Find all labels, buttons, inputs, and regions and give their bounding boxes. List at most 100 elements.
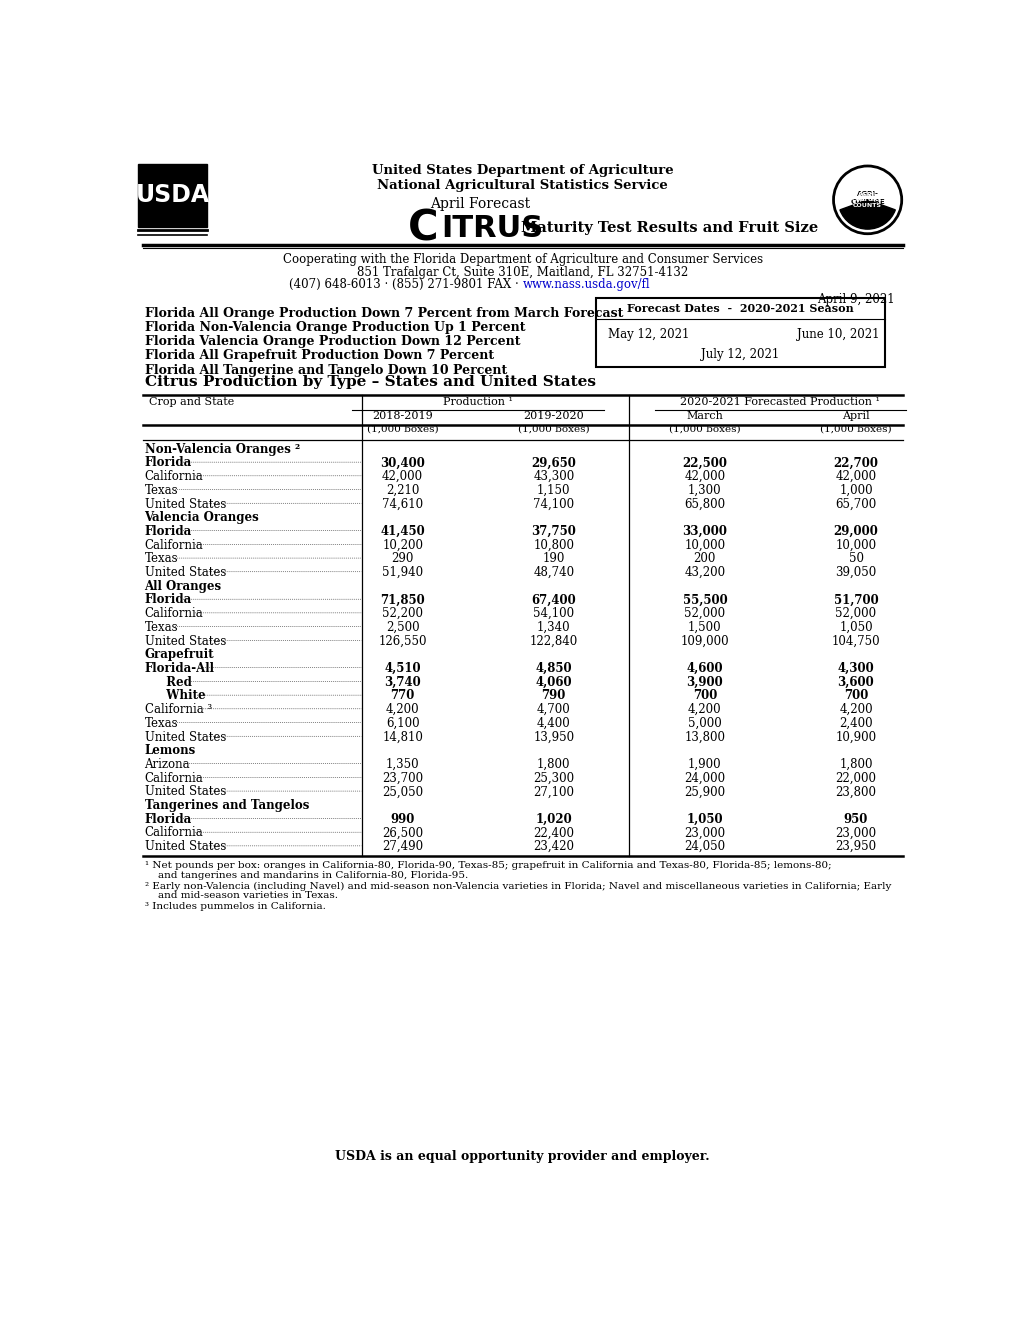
Text: (1,000 boxes): (1,000 boxes) <box>819 425 891 434</box>
Text: April: April <box>842 410 869 421</box>
Text: 10,900: 10,900 <box>835 731 875 744</box>
Text: Non-Valencia Oranges ²: Non-Valencia Oranges ² <box>145 443 300 455</box>
Text: 27,490: 27,490 <box>382 840 423 853</box>
Text: 4,200: 4,200 <box>385 703 419 716</box>
Text: 4,200: 4,200 <box>839 703 872 716</box>
Text: 23,950: 23,950 <box>835 840 875 853</box>
Text: 4,700: 4,700 <box>536 703 570 716</box>
Text: 74,100: 74,100 <box>533 497 574 510</box>
Text: 29,650: 29,650 <box>531 456 576 470</box>
Text: USDA: USDA <box>136 183 210 207</box>
Text: United States: United States <box>145 840 225 853</box>
Text: 29,000: 29,000 <box>833 525 877 538</box>
Bar <box>138 164 207 227</box>
Text: 67,400: 67,400 <box>531 594 576 607</box>
Text: Lemons: Lemons <box>145 744 196 757</box>
Text: COUNTS: COUNTS <box>851 207 883 212</box>
Text: 2020-2021 Forecasted Production ¹: 2020-2021 Forecasted Production ¹ <box>680 397 879 408</box>
Text: Florida: Florida <box>145 813 192 826</box>
Text: 10,200: 10,200 <box>382 538 423 551</box>
Text: Florida Valencia Orange Production Down 12 Percent: Florida Valencia Orange Production Down … <box>145 335 520 348</box>
Text: 5,000: 5,000 <box>688 716 721 729</box>
Text: Texas: Texas <box>145 484 178 497</box>
Text: 1,500: 1,500 <box>688 621 721 634</box>
Text: 71,850: 71,850 <box>380 594 425 607</box>
Text: 23,800: 23,800 <box>835 785 875 798</box>
Text: 23,000: 23,000 <box>835 827 875 839</box>
Text: United States: United States <box>145 785 225 798</box>
Text: 25,050: 25,050 <box>382 785 423 798</box>
Text: Florida: Florida <box>145 594 192 607</box>
Text: ³ Includes pummelos in California.: ³ Includes pummelos in California. <box>145 902 325 911</box>
Text: 3,900: 3,900 <box>686 675 722 689</box>
Text: 1,900: 1,900 <box>688 758 721 770</box>
Text: United States: United States <box>145 497 225 510</box>
Text: 22,500: 22,500 <box>682 456 727 470</box>
Text: 22,400: 22,400 <box>533 827 574 839</box>
Text: 13,950: 13,950 <box>533 731 574 744</box>
Text: 4,850: 4,850 <box>535 662 572 675</box>
Text: March: March <box>686 410 722 421</box>
Text: 43,300: 43,300 <box>533 470 574 483</box>
Text: 4,400: 4,400 <box>536 716 570 729</box>
Text: 39,050: 39,050 <box>835 566 875 579</box>
Text: 1,050: 1,050 <box>839 621 872 634</box>
Text: 33,000: 33,000 <box>682 525 727 538</box>
Text: Florida: Florida <box>145 456 192 470</box>
Text: Texas: Texas <box>145 716 178 729</box>
Text: 4,060: 4,060 <box>535 675 572 689</box>
Text: United States: United States <box>145 566 225 579</box>
Text: California: California <box>145 470 203 483</box>
Text: Florida-All: Florida-All <box>145 662 214 675</box>
Text: 1,800: 1,800 <box>536 758 570 770</box>
Text: California ³: California ³ <box>145 703 212 716</box>
Text: 42,000: 42,000 <box>835 470 875 483</box>
Text: 48,740: 48,740 <box>533 566 574 579</box>
Wedge shape <box>839 200 895 230</box>
Text: June 10, 2021: June 10, 2021 <box>796 328 878 342</box>
Text: ITRUS: ITRUS <box>441 214 543 243</box>
Text: Crop and State: Crop and State <box>149 397 234 408</box>
Text: 190: 190 <box>542 553 565 566</box>
Text: 2,500: 2,500 <box>385 621 419 634</box>
Text: Arizona: Arizona <box>145 758 190 770</box>
Text: 65,700: 65,700 <box>835 497 875 510</box>
Text: 24,050: 24,050 <box>684 840 725 853</box>
Text: 13,800: 13,800 <box>684 731 725 744</box>
Text: 700: 700 <box>692 690 716 703</box>
Text: 24,000: 24,000 <box>684 772 725 785</box>
Text: 23,700: 23,700 <box>382 772 423 785</box>
Text: 23,420: 23,420 <box>533 840 574 853</box>
Text: AGRI-
CULTURE
COUNTS: AGRI- CULTURE COUNTS <box>851 191 882 208</box>
Text: Florida All Orange Production Down 7 Percent from March Forecast: Florida All Orange Production Down 7 Per… <box>145 306 623 319</box>
Text: 23,000: 23,000 <box>684 827 725 839</box>
Text: 4,510: 4,510 <box>384 662 421 675</box>
Text: 50: 50 <box>848 553 863 566</box>
Text: 22,700: 22,700 <box>833 456 877 470</box>
Text: 25,300: 25,300 <box>533 772 574 785</box>
Text: 42,000: 42,000 <box>382 470 423 483</box>
Text: 54,100: 54,100 <box>533 607 574 620</box>
Text: Texas: Texas <box>145 553 178 566</box>
Text: USDA is an equal opportunity provider and employer.: USDA is an equal opportunity provider an… <box>335 1150 709 1163</box>
Text: and tangerines and mandarins in California-80, Florida-95.: and tangerines and mandarins in Californ… <box>145 871 468 880</box>
Text: 990: 990 <box>390 813 415 826</box>
Text: Grapefruit: Grapefruit <box>145 648 214 661</box>
Text: 51,700: 51,700 <box>833 594 877 607</box>
Text: California: California <box>145 607 203 620</box>
Text: 2018-2019: 2018-2019 <box>372 410 433 421</box>
Text: 1,340: 1,340 <box>536 621 570 634</box>
Text: 1,350: 1,350 <box>385 758 419 770</box>
Text: 10,800: 10,800 <box>533 538 574 551</box>
Text: 122,840: 122,840 <box>529 634 578 648</box>
Text: C: C <box>408 207 438 249</box>
Text: Production ¹: Production ¹ <box>443 397 513 408</box>
Text: AGRI-: AGRI- <box>856 191 877 198</box>
Text: Maturity Test Results and Fruit Size: Maturity Test Results and Fruit Size <box>521 222 817 235</box>
Text: 851 Trafalgar Ct, Suite 310E, Maitland, FL 32751-4132: 851 Trafalgar Ct, Suite 310E, Maitland, … <box>357 265 688 278</box>
Text: National Agricultural Statistics Service: National Agricultural Statistics Service <box>377 179 667 193</box>
Text: 2,210: 2,210 <box>385 484 419 497</box>
Text: All Oranges: All Oranges <box>145 580 221 592</box>
Text: 1,020: 1,020 <box>535 813 572 826</box>
Text: 43,200: 43,200 <box>684 566 725 579</box>
